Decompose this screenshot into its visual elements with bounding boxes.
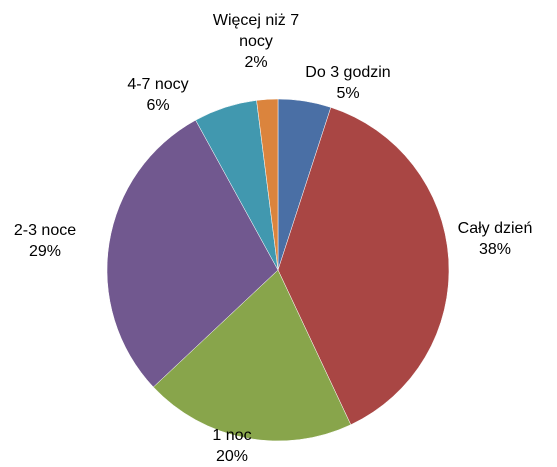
value-label: 29% bbox=[28, 243, 62, 260]
value-label: 38% bbox=[478, 241, 512, 258]
category-name: 4-7 nocy bbox=[127, 76, 189, 93]
pie-slice bbox=[106, 119, 279, 388]
category-name: Cały dzień bbox=[457, 220, 533, 237]
pie-slice bbox=[256, 98, 279, 271]
slice-label: Cały dzień 38% bbox=[435, 218, 555, 260]
value-label: 20% bbox=[215, 448, 249, 465]
value-label: 6% bbox=[146, 97, 170, 114]
category-name: 1 noc bbox=[212, 427, 252, 444]
slice-label: Więcej niż 7 nocy 2% bbox=[196, 10, 316, 73]
pie-slice bbox=[277, 107, 450, 426]
pie-slice bbox=[152, 269, 352, 442]
value-label: 5% bbox=[336, 85, 360, 102]
category-name: 2-3 noce bbox=[13, 222, 77, 239]
slice-label: 1 noc 20% bbox=[182, 425, 282, 467]
category-name: Do 3 godzin bbox=[305, 64, 391, 81]
category-name: Więcej niż 7 nocy bbox=[212, 12, 300, 50]
slice-label: 4-7 nocy 6% bbox=[108, 74, 208, 116]
slice-label: Do 3 godzin 5% bbox=[268, 62, 428, 104]
slice-label: 2-3 noce 29% bbox=[0, 220, 95, 262]
value-label: 2% bbox=[244, 54, 268, 71]
